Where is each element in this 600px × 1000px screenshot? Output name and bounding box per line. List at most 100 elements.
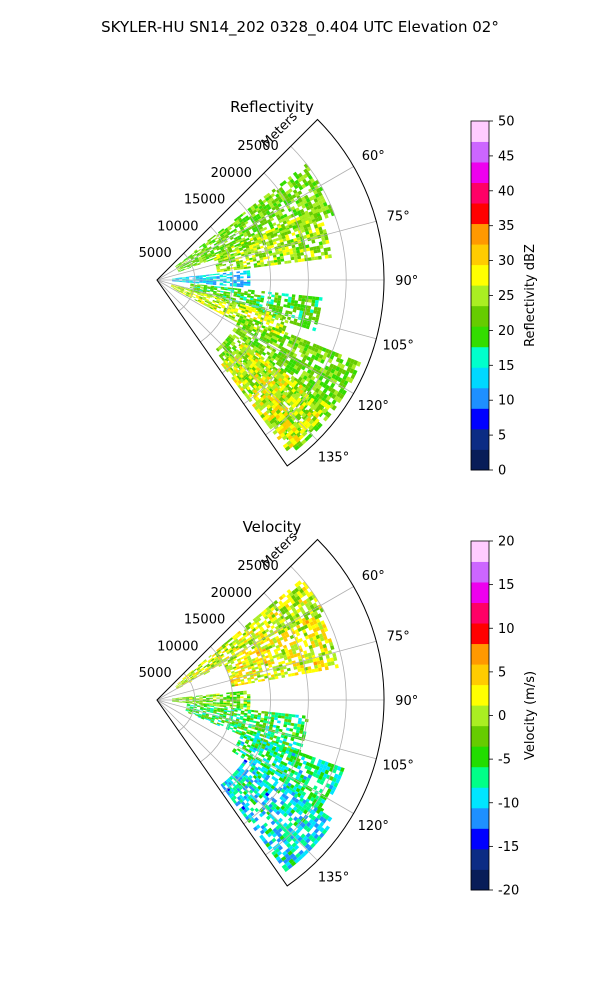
echo-cell [185, 697, 190, 699]
echo-cell [311, 302, 315, 307]
echo-cell [171, 285, 175, 287]
echo-cell [334, 664, 339, 669]
echo-cell [302, 199, 308, 205]
echo-cell [311, 616, 316, 622]
echo-cell [293, 844, 300, 851]
echo-cell [341, 384, 347, 390]
echo-cell [210, 305, 214, 309]
echo-cell [252, 203, 257, 208]
echo-cell [282, 807, 288, 813]
echo-cell [245, 256, 250, 260]
echo-cell [242, 239, 247, 243]
echo-cell [232, 647, 237, 651]
echo-cell [218, 646, 223, 650]
echo-cell [235, 645, 239, 649]
echo-cell [230, 681, 235, 684]
echo-cell [239, 305, 243, 309]
echo-cell [267, 609, 273, 614]
echo-cell [294, 259, 299, 263]
echo-cell [200, 302, 204, 305]
echo-cell [284, 716, 289, 720]
echo-cell [195, 711, 199, 714]
echo-cell [288, 596, 294, 602]
echo-cell [305, 197, 311, 203]
echo-cell [293, 597, 298, 603]
azimuth-spoke [156, 279, 318, 441]
echo-cell [181, 260, 185, 264]
echo-cell [282, 601, 288, 606]
echo-cell [295, 760, 300, 766]
echo-cell [233, 714, 237, 717]
echo-cell [279, 230, 284, 234]
echo-cell [245, 348, 250, 353]
echo-cell [280, 241, 285, 246]
echo-cell [274, 757, 279, 762]
echo-cell [284, 374, 290, 379]
echo-cell [252, 342, 257, 346]
echo-cell [267, 327, 272, 332]
echo-cell [242, 662, 247, 666]
echo-cell [340, 363, 346, 370]
echo-cell [203, 705, 208, 708]
echo-cell [207, 286, 211, 288]
echo-cell [273, 668, 277, 672]
echo-cell [300, 304, 305, 308]
echo-cell [223, 269, 228, 272]
echo-cell [292, 640, 297, 645]
echo-cell [308, 229, 313, 234]
echo-cell [236, 787, 241, 792]
echo-cell [236, 249, 240, 253]
polar-grid [156, 565, 384, 861]
echo-cell [285, 364, 291, 369]
colorbar-swatch [471, 223, 489, 245]
echo-cell [311, 831, 317, 838]
echo-cell [224, 664, 229, 668]
echo-cell [216, 292, 220, 295]
echo-cell [283, 721, 288, 725]
echo-cell [242, 761, 247, 765]
echo-cell [306, 821, 312, 828]
echo-cell [181, 261, 185, 264]
echo-cell [294, 300, 299, 304]
echo-cell [203, 287, 207, 290]
echo-cell [303, 650, 308, 655]
echo-cell [260, 222, 265, 226]
echo-cell [300, 439, 307, 445]
echo-cell [264, 711, 269, 714]
echo-cell [216, 293, 220, 296]
echo-cell [237, 659, 242, 664]
echo-cell [338, 367, 344, 374]
echo-cell [199, 297, 203, 300]
echo-cell [225, 229, 230, 233]
echo-cell [221, 650, 226, 654]
echo-cell [311, 815, 317, 821]
echo-cell [201, 714, 206, 717]
echo-cell [302, 804, 308, 810]
echo-cell [278, 652, 283, 657]
echo-cell [263, 411, 268, 417]
echo-cell [246, 344, 251, 348]
echo-cell [190, 670, 194, 673]
echo-cell [344, 370, 350, 377]
echo-cell [264, 367, 270, 372]
echo-cell [237, 320, 242, 325]
echo-cell [210, 304, 215, 308]
echo-cell [228, 785, 233, 790]
echo-cell [298, 825, 304, 832]
echo-cell [212, 282, 217, 284]
echo-cell [320, 222, 325, 227]
echo-cell [295, 339, 300, 345]
echo-cell [299, 838, 306, 845]
echo-cell [280, 360, 285, 365]
echo-cell [291, 398, 297, 404]
echo-cell [250, 665, 255, 669]
echo-cell [282, 797, 287, 803]
echo-cell [286, 589, 292, 594]
echo-cell [287, 302, 291, 306]
echo-cell [283, 304, 288, 308]
echo-cell [230, 337, 235, 342]
echo-cell [249, 811, 255, 817]
echo-cell [243, 304, 247, 308]
echo-cell [212, 308, 217, 312]
echo-cell [278, 326, 283, 331]
